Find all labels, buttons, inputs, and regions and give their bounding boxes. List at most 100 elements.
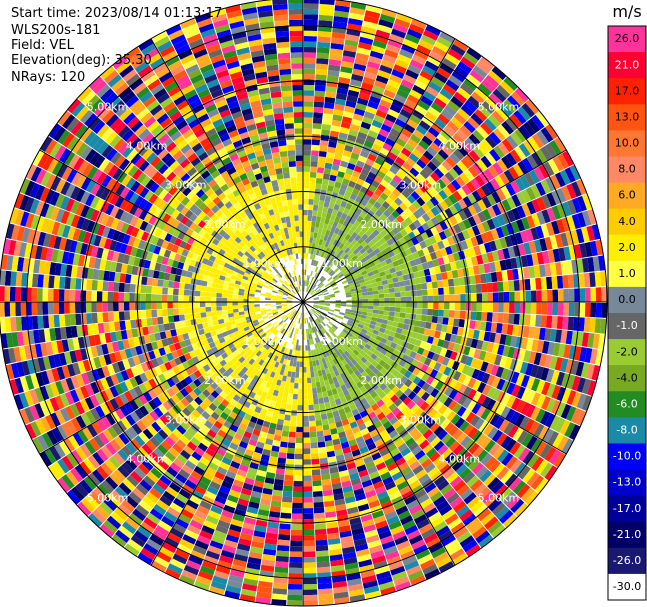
velocity-gate — [318, 452, 328, 459]
velocity-gate — [268, 258, 275, 264]
velocity-gate — [233, 267, 241, 274]
velocity-gate — [74, 387, 85, 401]
velocity-gate — [421, 289, 428, 296]
velocity-gate — [269, 86, 281, 93]
velocity-gate — [195, 279, 203, 286]
velocity-gate — [278, 145, 288, 152]
velocity-gate — [370, 205, 379, 214]
velocity-gate — [232, 558, 247, 568]
velocity-gate — [209, 585, 225, 596]
velocity-gate — [293, 310, 298, 316]
velocity-gate — [323, 168, 332, 175]
velocity-gate — [230, 171, 239, 180]
velocity-gate — [44, 448, 57, 464]
velocity-gate — [378, 495, 391, 505]
velocity-gate — [406, 28, 423, 40]
velocity-gate — [324, 401, 331, 409]
velocity-gate — [286, 376, 291, 383]
velocity-gate — [236, 427, 246, 436]
velocity-gate — [527, 136, 540, 152]
velocity-gate — [202, 322, 209, 329]
velocity-gate — [403, 38, 418, 50]
velocity-gate — [42, 155, 54, 171]
velocity-gate — [105, 476, 119, 490]
velocity-gate — [186, 33, 202, 44]
velocity-gate — [303, 399, 309, 406]
velocity-gate — [396, 13, 412, 24]
velocity-gate — [464, 100, 478, 113]
velocity-gate — [362, 260, 369, 267]
velocity-gate — [76, 216, 86, 230]
velocity-gate — [96, 302, 103, 313]
velocity-gate — [285, 188, 292, 195]
velocity-gate — [312, 123, 322, 130]
velocity-gate — [151, 253, 159, 263]
velocity-gate — [39, 385, 50, 401]
velocity-gate — [399, 202, 408, 212]
velocity-gate — [432, 288, 439, 296]
velocity-gate — [434, 223, 444, 233]
velocity-gate — [329, 130, 340, 138]
velocity-gate — [361, 26, 377, 35]
velocity-gate — [294, 377, 299, 384]
velocity-gate — [326, 450, 336, 458]
velocity-gate — [166, 378, 176, 388]
velocity-gate — [164, 361, 173, 371]
velocity-gate — [303, 470, 312, 476]
velocity-gate — [241, 334, 249, 341]
velocity-gate — [348, 282, 355, 287]
velocity-gate — [119, 349, 128, 361]
velocity-gate — [284, 117, 294, 124]
velocity-gate — [19, 195, 30, 211]
velocity-gate — [247, 89, 259, 98]
velocity-gate — [338, 132, 348, 140]
velocity-gate — [326, 224, 333, 232]
velocity-gate — [289, 166, 297, 173]
velocity-gate — [154, 129, 167, 141]
velocity-gate — [124, 390, 134, 402]
velocity-gate — [146, 317, 153, 327]
velocity-gate — [122, 91, 136, 104]
velocity-gate — [89, 98, 104, 113]
velocity-gate — [290, 254, 294, 261]
velocity-gate — [318, 358, 323, 365]
velocity-gate — [290, 52, 303, 59]
velocity-gate — [53, 302, 60, 315]
velocity-gate — [258, 183, 267, 191]
velocity-gate — [297, 350, 301, 357]
velocity-gate — [366, 257, 374, 264]
velocity-gate — [143, 212, 153, 223]
velocity-gate — [250, 314, 257, 319]
velocity-gate — [31, 273, 39, 288]
velocity-gate — [171, 219, 181, 229]
velocity-gate — [124, 273, 132, 284]
velocity-gate — [313, 507, 325, 514]
velocity-gate — [288, 14, 303, 21]
velocity-gate — [206, 226, 215, 235]
velocity-gate — [161, 76, 176, 88]
velocity-gate — [59, 393, 70, 408]
velocity-gate — [333, 443, 342, 451]
velocity-gate — [519, 279, 526, 291]
velocity-gate — [344, 105, 355, 114]
velocity-gate — [219, 323, 226, 329]
velocity-gate — [439, 88, 453, 100]
velocity-gate — [237, 397, 246, 406]
velocity-gate — [119, 381, 129, 393]
velocity-gate — [349, 123, 361, 132]
velocity-gate — [277, 418, 284, 426]
velocity-gate — [128, 388, 139, 400]
velocity-gate — [278, 58, 291, 65]
velocity-gate — [148, 193, 159, 204]
velocity-gate — [470, 112, 484, 126]
velocity-gate — [130, 366, 140, 377]
velocity-gate — [397, 258, 405, 266]
velocity-gate — [220, 327, 227, 333]
velocity-gate — [151, 31, 168, 43]
velocity-gate — [227, 305, 233, 310]
velocity-gate — [212, 320, 220, 326]
velocity-gate — [323, 201, 330, 208]
velocity-gate — [345, 411, 354, 419]
velocity-gate — [216, 147, 227, 156]
velocity-gate — [202, 68, 216, 79]
